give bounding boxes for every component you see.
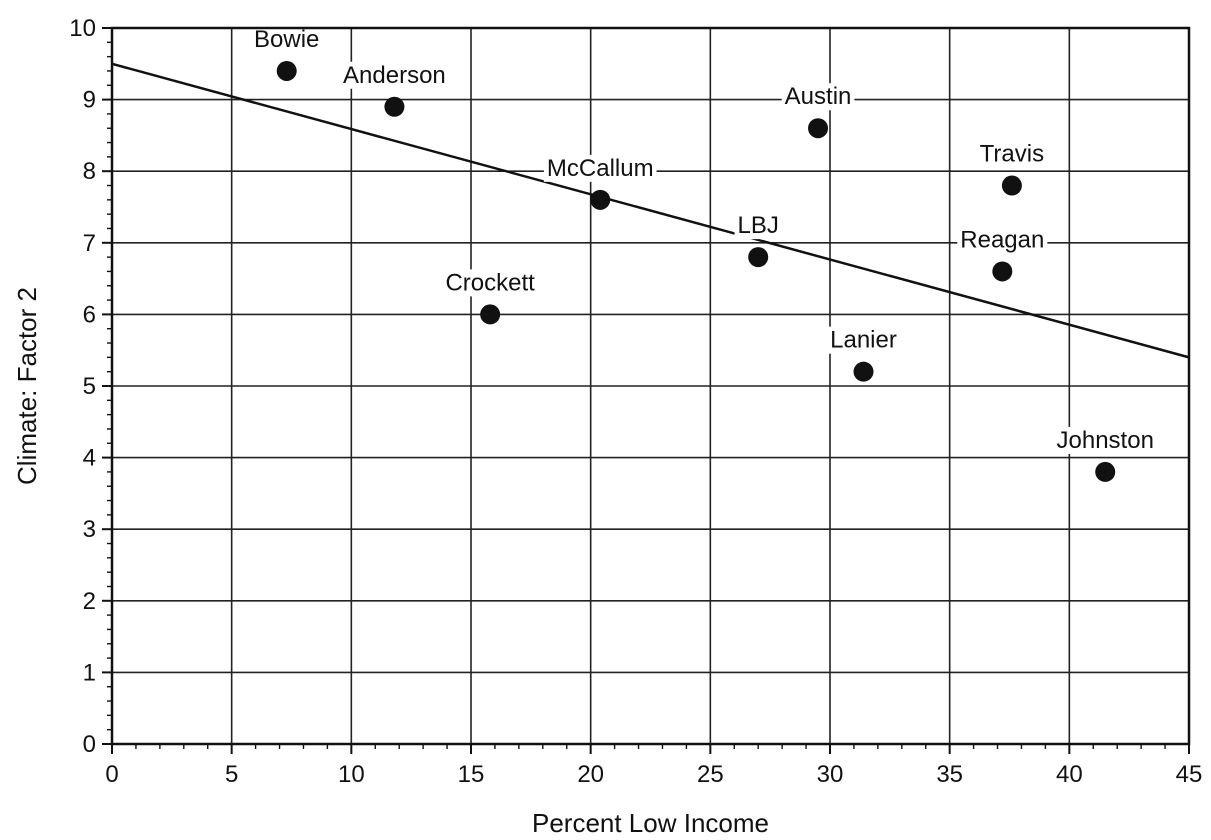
x-tick-label: 15 bbox=[458, 761, 485, 788]
point-label: Crockett bbox=[445, 269, 535, 296]
point-label-group: Austin bbox=[781, 83, 855, 111]
x-tick-label: 35 bbox=[936, 761, 963, 788]
x-tick-label: 30 bbox=[817, 761, 844, 788]
point-label: Lanier bbox=[830, 327, 897, 354]
y-tick-label: 9 bbox=[83, 87, 96, 114]
y-tick-label: 6 bbox=[83, 301, 96, 328]
y-tick-label: 2 bbox=[83, 588, 96, 615]
point-label-group: LBJ bbox=[734, 212, 782, 240]
point-label-background bbox=[781, 83, 855, 111]
point-label-background bbox=[543, 154, 657, 182]
point-label-group: Travis bbox=[976, 140, 1048, 168]
trend-line bbox=[111, 62, 1190, 359]
x-tick-label: 10 bbox=[338, 761, 365, 788]
point-label-group: Johnston bbox=[1053, 426, 1157, 454]
point-label-background bbox=[340, 61, 449, 89]
y-tick-label: 0 bbox=[83, 731, 96, 758]
data-point bbox=[384, 96, 405, 117]
point-label: Reagan bbox=[960, 226, 1044, 253]
y-tick-label: 10 bbox=[69, 15, 96, 42]
data-point bbox=[590, 189, 611, 210]
point-label: Johnston bbox=[1057, 427, 1154, 454]
point-label-background bbox=[957, 226, 1048, 254]
point-label-background bbox=[976, 140, 1048, 168]
y-tick-label: 3 bbox=[83, 516, 96, 543]
point-label: Austin bbox=[785, 83, 852, 110]
x-tick-label: 45 bbox=[1176, 761, 1203, 788]
y-tick-label: 8 bbox=[83, 158, 96, 185]
x-tick-label: 25 bbox=[697, 761, 724, 788]
point-label-group: Crockett bbox=[442, 269, 539, 297]
point-label-group: McCallum bbox=[543, 154, 657, 182]
y-tick-label: 1 bbox=[83, 659, 96, 686]
point-label-background bbox=[442, 269, 539, 297]
data-point bbox=[808, 118, 829, 139]
point-label: Anderson bbox=[343, 62, 446, 89]
point-label-group: Reagan bbox=[957, 226, 1048, 254]
point-label-group: Bowie bbox=[251, 25, 323, 53]
point-labels: Bowie Anderson Crockett McCallum LBJ Austin La… bbox=[251, 25, 1157, 454]
x-tick-label: 5 bbox=[225, 761, 238, 788]
x-axis-title: Percent Low Income bbox=[532, 808, 769, 838]
data-point bbox=[1095, 461, 1116, 482]
point-label: Travis bbox=[980, 141, 1044, 168]
data-point bbox=[1001, 175, 1022, 196]
point-label: LBJ bbox=[738, 212, 779, 239]
y-axis-title: Climate: Factor 2 bbox=[12, 287, 42, 485]
point-label-background bbox=[827, 326, 900, 354]
data-point bbox=[480, 304, 501, 325]
data-point bbox=[992, 261, 1013, 282]
point-label-background bbox=[734, 212, 782, 240]
point-label-group: Lanier bbox=[827, 326, 900, 354]
y-tick-label: 4 bbox=[83, 445, 96, 472]
point-label: Bowie bbox=[254, 26, 319, 53]
data-points bbox=[276, 60, 1116, 482]
grid-lines bbox=[111, 27, 1190, 745]
point-label-background bbox=[1053, 426, 1157, 454]
data-point bbox=[276, 60, 297, 81]
point-label-background bbox=[251, 25, 323, 53]
x-tick-label: 20 bbox=[577, 761, 604, 788]
point-label-group: Anderson bbox=[340, 61, 449, 89]
y-tick-label: 5 bbox=[83, 373, 96, 400]
x-tick-label: 40 bbox=[1056, 761, 1083, 788]
data-point bbox=[853, 361, 874, 382]
data-point bbox=[748, 247, 769, 268]
point-label: McCallum bbox=[547, 155, 654, 182]
y-tick-label: 7 bbox=[83, 230, 96, 257]
x-tick-label: 0 bbox=[105, 761, 118, 788]
trend-line-layer bbox=[111, 62, 1190, 359]
